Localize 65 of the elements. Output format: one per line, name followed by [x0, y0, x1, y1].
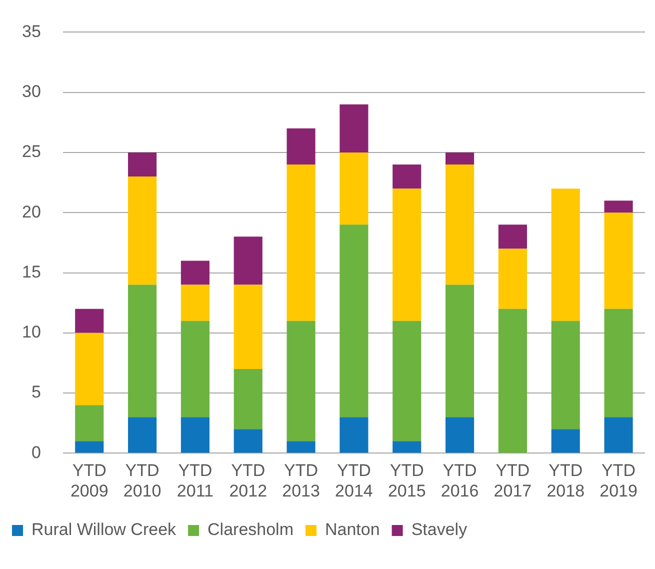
bar — [128, 284, 157, 418]
x-tick-label: YTD 2019 — [600, 461, 638, 500]
y-tick-label: 25 — [22, 142, 41, 162]
bar — [75, 441, 104, 453]
y-tick-label: 5 — [31, 382, 41, 402]
x-tick-label: YTD 2014 — [335, 461, 373, 500]
bar — [286, 320, 316, 442]
bar — [180, 417, 210, 453]
bar — [446, 164, 474, 285]
y-tick-label: 30 — [22, 82, 41, 102]
bar — [392, 164, 422, 189]
bar — [392, 188, 422, 321]
legend-label: Claresholm — [208, 520, 294, 540]
bar — [498, 224, 527, 249]
bar — [180, 260, 210, 285]
bar — [498, 308, 527, 453]
x-tick-label: YTD 2011 — [176, 461, 214, 500]
bar — [551, 188, 580, 321]
bar — [604, 417, 633, 453]
legend-label: Nanton — [324, 520, 380, 540]
bar — [180, 320, 210, 418]
bar — [75, 308, 104, 333]
legend-label: Stavely — [411, 520, 468, 540]
bar — [75, 405, 104, 442]
bar — [286, 164, 316, 321]
y-tick-label: 15 — [22, 262, 41, 282]
bar — [286, 128, 316, 165]
y-tick-label: 35 — [22, 22, 41, 41]
bar — [551, 320, 580, 430]
y-tick-label: 10 — [22, 322, 41, 342]
bar — [340, 152, 368, 225]
bar — [392, 441, 422, 453]
x-tick-label: YTD 2013 — [282, 461, 320, 500]
bar — [392, 320, 422, 442]
bar — [446, 152, 474, 165]
bar — [340, 417, 368, 453]
bar — [604, 200, 633, 213]
x-tick-label: YTD 2015 — [388, 461, 426, 500]
y-tick-label: 20 — [22, 202, 41, 222]
bar — [234, 369, 262, 430]
x-tick-label: YTD 2010 — [123, 461, 162, 500]
bar — [446, 417, 474, 453]
bar — [498, 248, 527, 309]
bar — [604, 212, 633, 309]
bar — [286, 441, 316, 453]
bar — [234, 429, 262, 453]
bar — [340, 104, 368, 152]
bar — [234, 284, 262, 369]
bar — [604, 308, 633, 418]
bar — [128, 152, 157, 177]
x-tick-label: YTD 2018 — [546, 461, 585, 500]
x-tick-label: YTD 2016 — [440, 461, 479, 500]
bar — [180, 284, 210, 321]
bar — [75, 332, 104, 406]
bar — [234, 236, 262, 285]
x-tick-label: YTD 2017 — [494, 461, 532, 500]
bar — [128, 176, 157, 285]
bar — [340, 224, 368, 418]
bar — [551, 429, 580, 453]
x-tick-label: YTD 2012 — [229, 461, 268, 500]
y-tick-label: 0 — [31, 442, 41, 462]
legend-label: Rural Willow Creek — [32, 520, 177, 540]
x-tick-label: YTD 2009 — [70, 461, 108, 500]
bar — [128, 417, 157, 453]
bar — [446, 284, 474, 418]
